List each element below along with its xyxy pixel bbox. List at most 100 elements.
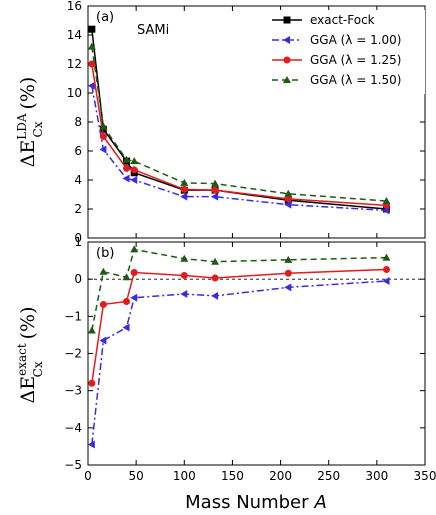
panel-a-point-gga-1-50 <box>122 155 131 163</box>
legend-marker-gga-1-25 <box>283 56 291 64</box>
panel-a-point-gga-1-00 <box>211 192 219 201</box>
panel-b-point-gga-1-00 <box>211 291 219 300</box>
panel-b-ylabel-main: ΔE <box>17 376 39 404</box>
panel-a-ytick-label: 4 <box>74 173 82 187</box>
panel-b-point-gga-1-50 <box>130 245 139 253</box>
panel-b-point-gga-1-50 <box>180 254 189 262</box>
panel-a-point-gga-1-00 <box>130 176 138 184</box>
panel-b-ylabel: ΔEexact Cx (%) <box>15 306 45 403</box>
x-tick-label: 200 <box>269 469 292 483</box>
panel-a-ytick-label: 12 <box>67 57 82 71</box>
legend-frame <box>264 10 425 94</box>
x-axis-label: Mass Number A <box>185 492 327 513</box>
panel-a-point-gga-1-50 <box>99 122 108 130</box>
panel-a-ytick-label: 2 <box>74 202 82 216</box>
panel-b-series-gga-1-25 <box>88 266 390 387</box>
panel-a-point-gga-1-00 <box>284 200 292 209</box>
panel-b-series-gga-1-00 <box>87 277 390 449</box>
panel-b-point-gga-1-25 <box>382 266 390 274</box>
panel-a-ylabel-sup: LDA <box>15 113 29 140</box>
panel-a-point-gga-1-25 <box>130 166 138 174</box>
panel-b-ytick-label: −5 <box>64 458 82 472</box>
legend-label-gga-125: GGA (λ = 1.25) <box>310 53 402 67</box>
panel-b-point-gga-1-25 <box>211 274 219 282</box>
panel-b-ytick-label: −3 <box>64 384 82 398</box>
panel-a-annotation: SAMi <box>137 23 169 38</box>
panel-b-point-gga-1-50 <box>87 326 96 334</box>
panel-b-point-gga-1-00 <box>130 293 138 302</box>
panel-b-point-gga-1-25 <box>99 300 107 308</box>
panel-b-point-gga-1-50 <box>122 273 131 281</box>
panel-b-series-gga-1-50 <box>87 245 391 334</box>
panel-a-point-gga-1-50 <box>284 189 293 197</box>
panel-b-point-gga-1-50 <box>284 255 293 263</box>
legend: exact-Fock GGA (λ = 1.00) GGA (λ = 1.25)… <box>264 10 425 94</box>
panel-a-point-gga-1-25 <box>99 133 107 140</box>
panel-b-point-gga-1-25 <box>130 268 138 276</box>
panel-b-point-gga-1-00 <box>99 336 107 345</box>
panel-a-ytick-label: 10 <box>67 86 82 100</box>
panel-a-point-gga-1-00 <box>180 192 188 201</box>
panel-b-point-gga-1-50 <box>211 257 220 265</box>
legend-marker-gga-1-00 <box>283 36 290 44</box>
x-axis-label-var: A <box>314 492 327 513</box>
panel-a-point-gga-1-00 <box>99 145 107 154</box>
x-axis-label-text: Mass Number <box>185 492 309 513</box>
x-tick-label: 250 <box>317 469 340 483</box>
panel-b-point-gga-1-00 <box>284 283 292 292</box>
panel-a-series-gga-1-25 <box>88 60 390 209</box>
x-tick-label: 300 <box>365 469 388 483</box>
panel-a-ytick-label: 16 <box>67 0 82 13</box>
panel-a-point-gga-1-25 <box>284 195 292 203</box>
panel-b-ytick-label: −1 <box>64 309 82 323</box>
legend-marker-exact-fock <box>283 16 291 24</box>
panel-a-ytick-label: 14 <box>67 28 82 42</box>
panel-a-ylabel-sub: Cx <box>31 121 45 137</box>
panel-a-point-gga-1-50 <box>211 179 220 187</box>
panel-b-ytick-label: 0 <box>74 272 82 286</box>
panel-b-point-gga-1-25 <box>284 269 292 277</box>
panel-b-point-gga-1-00 <box>122 323 130 332</box>
x-tick-label: 100 <box>173 469 196 483</box>
panel-a-point-gga-1-00 <box>122 174 130 183</box>
panel-a-line-gga-1-25 <box>91 63 387 207</box>
panel-a-series-gga-1-00 <box>87 81 390 215</box>
panel-a-ylabel-unit: (%) <box>17 77 39 110</box>
panel-b-point-gga-1-00 <box>87 440 95 449</box>
panel-a-line-gga-1-50 <box>91 46 387 202</box>
panel-b-ylabel-unit: (%) <box>17 306 39 339</box>
panel-a-ytick-label: 0 <box>74 231 82 245</box>
panel-b-ytick-label: 1 <box>74 235 82 249</box>
panel-b-ytick-label: −2 <box>64 347 82 361</box>
panel-a-point-gga-1-50 <box>130 157 139 165</box>
panel-b-line-gga-1-00 <box>91 280 387 445</box>
panel-a-series-gga-1-50 <box>87 42 391 205</box>
panel-a-point-gga-1-25 <box>123 164 131 172</box>
panel-b-point-gga-1-00 <box>180 290 188 299</box>
panel-b-ylabel-sub: Cx <box>31 361 45 377</box>
panel-b-ylabel-sup: exact <box>15 343 29 376</box>
panel-a-point-gga-1-25 <box>211 186 219 194</box>
panel-a-point-gga-1-25 <box>180 185 188 193</box>
panel-b-line-gga-1-25 <box>91 268 387 384</box>
panel-b-label: (b) <box>96 246 114 261</box>
panel-a-point-gga-1-50 <box>87 42 96 50</box>
panel-a-label: (a) <box>96 10 114 25</box>
panel-a-point-exact-fock <box>88 25 96 33</box>
panel-a-ylabel: ΔELDA Cx (%) <box>15 77 45 168</box>
panel-b-point-gga-1-00 <box>382 277 390 286</box>
x-tick-label: 150 <box>221 469 244 483</box>
panel-a-line-gga-1-00 <box>91 85 387 212</box>
panel-b-line-gga-1-50 <box>91 248 387 331</box>
panel-a-ytick-label: 8 <box>74 115 82 129</box>
panel-b-ytick-label: −4 <box>64 421 82 435</box>
panel-a: 0 2 4 6 8 10 12 14 16 <box>67 0 426 245</box>
x-tick-label: 350 <box>414 469 436 483</box>
x-tick-label: 50 <box>129 469 144 483</box>
panel-a-point-gga-1-00 <box>87 81 95 90</box>
legend-label-gga-100: GGA (λ = 1.00) <box>310 33 402 47</box>
legend-label-gga-150: GGA (λ = 1.50) <box>310 73 402 87</box>
